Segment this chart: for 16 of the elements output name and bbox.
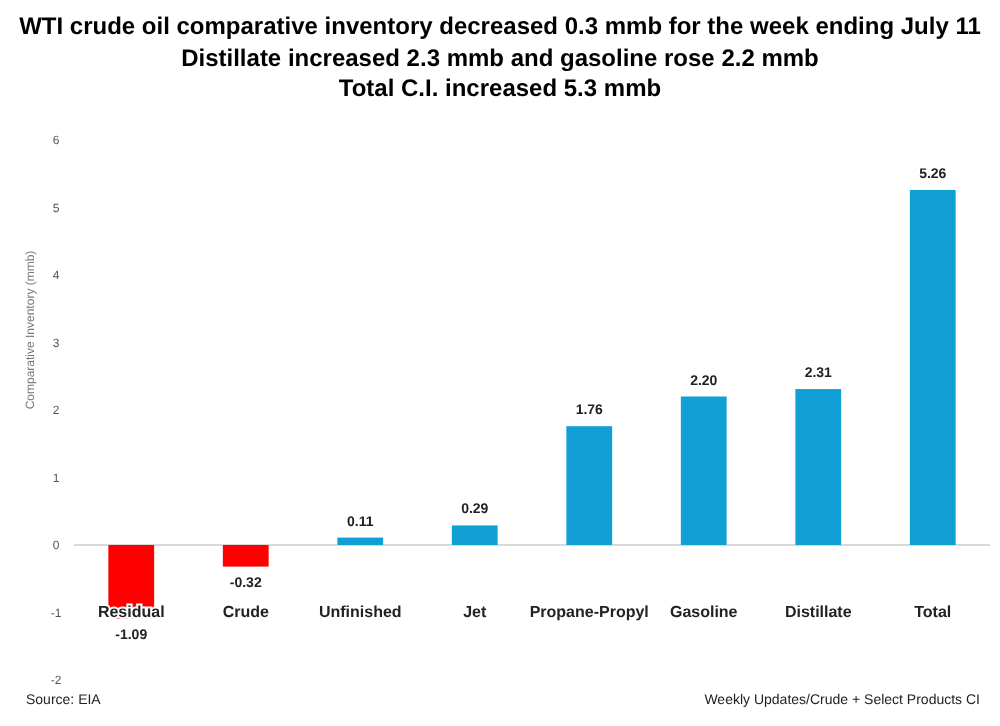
chart-subtitle: Distillate increased 2.3 mmb and gasoline rose 2.2 mmb Total C.I. increased 5.3 mmb: [181, 44, 819, 102]
bar: [680, 396, 727, 545]
x-tick-label: Gasoline: [669, 602, 739, 621]
x-tick-label: Distillate: [784, 602, 853, 621]
x-tick-label: Propane-Propyl: [529, 602, 649, 621]
bar: [222, 545, 269, 567]
x-tick-label: Crude: [222, 602, 270, 621]
x-tick-label: Unfinished: [318, 602, 402, 621]
bar: [566, 426, 613, 545]
x-tick-label: Jet: [463, 602, 487, 621]
bar: [337, 537, 384, 545]
bar: [795, 389, 842, 545]
chart-title: WTI crude oil comparative inventory decreased 0.3 mmb for the week ending July 11: [19, 12, 982, 40]
bar: [451, 525, 498, 545]
x-tick-label: Total: [914, 602, 952, 621]
bar: [909, 189, 956, 545]
